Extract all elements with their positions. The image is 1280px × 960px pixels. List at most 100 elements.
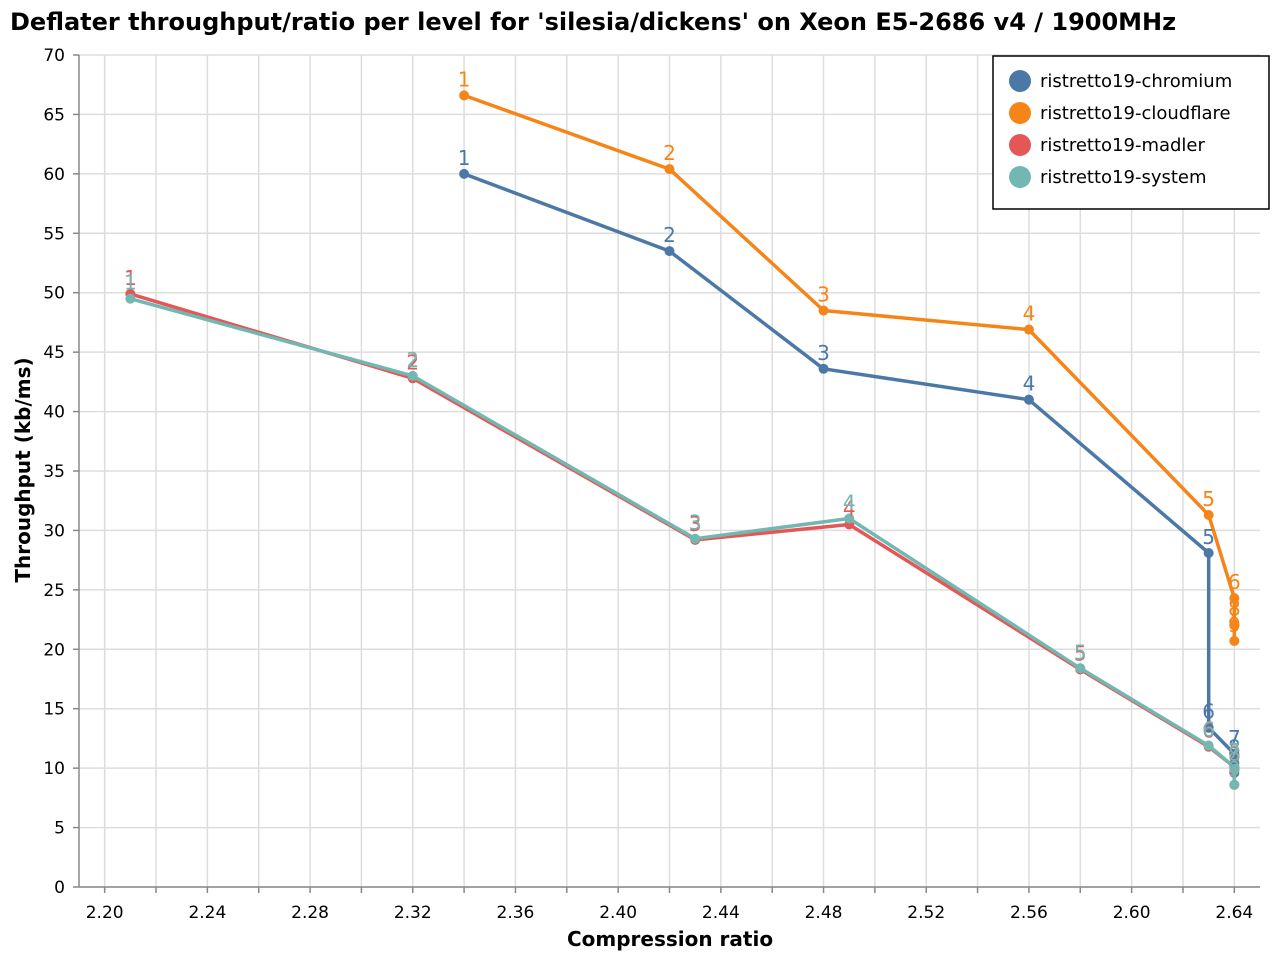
legend-label: ristretto19-cloudflare [1040,103,1231,124]
x-tick-label: 2.44 [702,903,740,923]
y-tick-label: 0 [54,878,65,898]
point-level-label: 1 [124,271,137,295]
y-tick-label: 70 [43,46,65,66]
legend-label: ristretto19-madler [1040,135,1206,156]
y-tick-label: 45 [43,343,65,363]
data-point [459,168,470,179]
x-tick-label: 2.24 [188,903,226,923]
data-point [1229,764,1240,775]
point-level-label: 8 [1228,743,1241,767]
y-tick-label: 20 [43,640,65,660]
point-level-label: 8 [1228,735,1241,759]
x-tick-label: 2.28 [291,903,329,923]
series-layer [125,90,1240,790]
x-tick-label: 2.56 [1010,903,1048,923]
point-level-label: 5 [1202,487,1215,511]
data-point [818,305,829,316]
data-point [1229,779,1240,790]
data-point [1203,548,1214,559]
point-level-label: 8 [1228,596,1241,620]
axes: 2.20 2.24 2.28 2.32 2.36 2.40 2.44 2.48 2.52 2.56… [43,46,1260,923]
data-point [664,246,675,257]
point-level-label: 6 [1202,718,1215,742]
point-level-label: 9 [1228,757,1241,781]
series-ristretto19-madler [125,288,1240,790]
data-point [1075,663,1086,674]
point-level-label: 9 [1228,613,1241,637]
x-tick-label: 2.40 [599,903,637,923]
y-tick-label: 55 [43,224,65,244]
x-axis-title: Compression ratio [567,927,773,951]
y-tick-label: 40 [43,403,65,423]
y-tick-label: 10 [43,759,65,779]
data-point [459,90,470,101]
x-tick-label: 2.52 [907,903,945,923]
data-point [818,363,829,374]
y-tick-label: 65 [43,105,65,125]
data-point [1023,394,1034,405]
point-level-label: 7 [1228,739,1241,763]
y-tick-label: 50 [43,284,65,304]
point-level-label: 6 [1202,700,1215,724]
data-point [1203,722,1214,733]
series-ristretto19-system [125,293,1240,790]
x-tick-label: 2.48 [805,903,843,923]
point-level-label: 1 [124,266,137,290]
point-level-label: 4 [843,496,856,520]
chart-title: Deflater throughput/ratio per level for … [10,8,1176,36]
point-level-label: 1 [458,67,471,91]
point-level-label: 5 [1074,641,1087,665]
x-tick-label: 2.36 [497,903,535,923]
point-level-label: 7 [1228,726,1241,750]
y-tick-label: 25 [43,581,65,601]
data-point [1229,619,1240,630]
point-level-label: 3 [817,341,830,365]
point-level-label: 2 [406,350,419,374]
point-level-label: 2 [663,141,676,165]
grid-lines [79,54,1260,888]
point-level-label: 9 [1228,757,1241,781]
point-level-label: 3 [817,283,830,307]
point-level-label: 6 [1228,570,1241,594]
series-line-ristretto19-madler [128,292,1237,787]
legend-label: ristretto19-chromium [1040,71,1232,92]
data-point [690,533,701,544]
x-tick-label: 2.32 [394,903,432,923]
point-level-label: 7 [1228,739,1241,763]
y-axis-title: Throughput (kb/ms) [11,357,35,582]
point-level-label: 8 [1228,741,1241,765]
point-level-label: 1 [458,146,471,170]
data-point [1023,324,1034,335]
legend-swatch [1009,102,1031,124]
point-level-label: 9 [1228,745,1241,769]
legend-swatch [1009,134,1031,156]
point-level-label: 2 [406,348,419,372]
legend-box [992,55,1270,210]
data-point [1203,740,1214,751]
data-point [1229,593,1240,604]
y-tick-label: 30 [43,521,65,541]
data-point [125,293,136,304]
x-tick-label: 2.60 [1113,903,1151,923]
y-tick-label: 35 [43,462,65,482]
point-level-label: 4 [843,491,856,515]
x-tick-label: 2.20 [86,903,124,923]
data-point [664,164,675,175]
y-tick-label: 15 [43,700,65,720]
point-level-label: 5 [1202,525,1215,549]
series-ristretto19-chromium [459,168,1240,778]
data-point [1229,635,1240,646]
legend: ristretto19-chromium ristretto19-cloudfla… [992,55,1270,210]
point-level-label: 7 [1228,598,1241,622]
point-level-label: 3 [689,512,702,536]
point-level-label: 4 [1023,372,1036,396]
x-tick-label: 2.64 [1215,903,1253,923]
legend-swatch [1009,70,1031,92]
series-ristretto19-cloudflare [459,90,1240,646]
legend-label: ristretto19-system [1040,167,1207,188]
point-level-label: 4 [1023,302,1036,326]
data-point [844,513,855,524]
point-level-label: 6 [1202,719,1215,743]
